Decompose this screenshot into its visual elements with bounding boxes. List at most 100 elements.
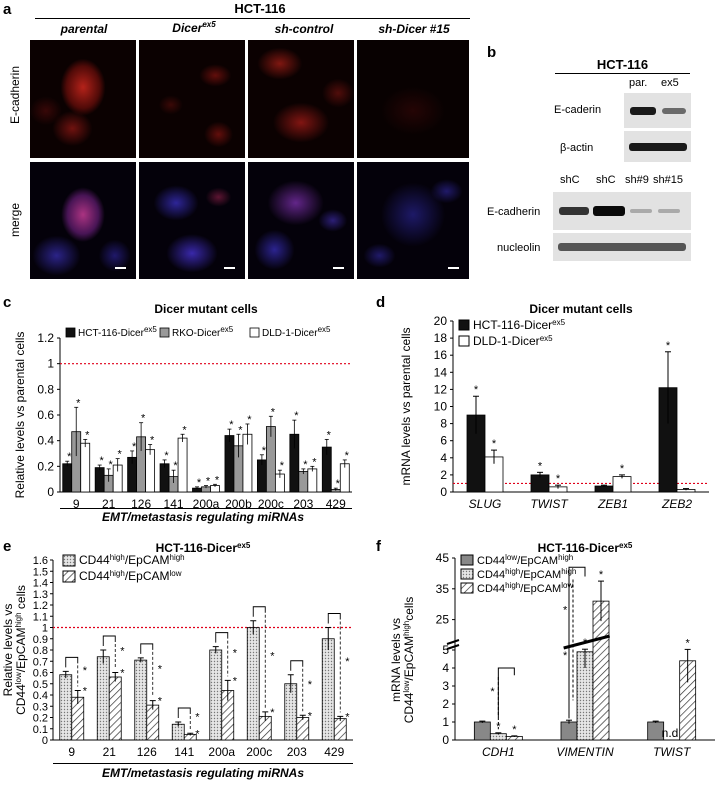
chart-d-bar — [594, 485, 614, 493]
blot-nucleolin — [553, 233, 691, 261]
chart-f-ytick-label: 2 — [442, 697, 449, 711]
panel-f-label: f — [376, 538, 381, 555]
chart-c-ytick-label: 1 — [47, 357, 54, 371]
col-label-sh-dicer15: sh-Dicer #15 — [378, 22, 450, 36]
chart-c-significance: * — [327, 429, 332, 441]
panel-c-label: c — [3, 294, 12, 311]
chart-d-ytick-label: 6 — [440, 434, 447, 448]
chart-f-significance-bracket — [497, 667, 515, 718]
lane-label-shc-2: shC — [596, 174, 616, 186]
chart-c-legend-label: RKO-Dicerex5 — [172, 325, 234, 340]
chart-c-ytick-label: 0 — [47, 485, 54, 499]
blot-ecaderin-top — [624, 93, 691, 128]
chart-c-significance: * — [238, 424, 243, 436]
chart-e-ytick-label: 0.1 — [33, 724, 48, 736]
chart-d-title: Dicer mutant cells — [529, 302, 633, 316]
chart-d-significance: * — [666, 340, 671, 352]
chart-e-xtick-label: 200a — [208, 745, 235, 759]
chart-d-significance: * — [620, 463, 625, 475]
chart-d-significance: * — [474, 384, 479, 396]
chart-c-xtick-label: 9 — [73, 497, 80, 511]
chart-e-significance: * — [345, 711, 350, 723]
chart-e-xtick-label: 429 — [324, 745, 344, 759]
chart-e-ylabel-1: Relative levels vs — [1, 604, 15, 697]
chart-e-significance: * — [120, 645, 125, 657]
chart-c-significance: * — [118, 449, 123, 461]
chart-e-ytick-label: 1.2 — [33, 600, 48, 612]
chart-e-group-rule — [53, 763, 353, 764]
chart-e-significance: * — [270, 650, 275, 662]
chart-c-bar — [62, 463, 73, 493]
chart-f-ylabel-1: mRNA levels vs — [389, 618, 403, 702]
chart-f-xtick-label: CDH1 — [482, 745, 515, 759]
chart-f-ytick-label: 4 — [442, 661, 449, 675]
chart-c-significance: * — [294, 410, 299, 422]
chart-e-ytick-label: 0.2 — [33, 713, 48, 725]
chart-e-significance-bracket — [290, 660, 304, 671]
chart-f: HCT-116-Dicerex5 mRNA levels vs CD44low/Ep… — [375, 540, 722, 785]
chart-d-ytick-label: 0 — [440, 485, 447, 499]
chart-d-xtick-label: ZEB1 — [597, 497, 628, 511]
chart-f-ytick-label: 3 — [442, 679, 449, 693]
panel-b-label: b — [487, 44, 497, 61]
chart-d-ytick-label: 4 — [440, 451, 447, 465]
chart-e-significance: * — [233, 648, 238, 660]
chart-e-ylabel-2: CD44low/EpCAMhigh cells — [14, 585, 29, 715]
chart-e-ytick-label: 0.7 — [33, 656, 48, 668]
chart-d-bar — [612, 476, 632, 493]
scale-bar — [333, 267, 344, 269]
chart-f-ytick-label: 35 — [436, 582, 450, 596]
chart-d-ytick-label: 20 — [434, 314, 448, 328]
chart-f-ylabel-2: CD44low/EpCAMhighcells — [402, 597, 417, 724]
chart-c-ytick-label: 1.2 — [37, 331, 54, 345]
scale-bar — [448, 267, 459, 269]
chart-d-ytick-label: 18 — [434, 331, 448, 345]
chart-e-ytick-label: 1.3 — [33, 589, 48, 601]
chart-e-ytick-label: 1.4 — [33, 578, 48, 590]
band-label-beta-actin: β-actin — [560, 142, 594, 154]
band-label-nucleolin: nucleolin — [497, 242, 541, 254]
chart-c-bar — [145, 449, 156, 493]
chart-e-bar — [96, 656, 110, 741]
chart-c-significance: * — [67, 451, 72, 463]
chart-f-bar — [489, 733, 507, 741]
chart-d-ytick-label: 2 — [440, 468, 447, 482]
chart-e-bar — [246, 627, 260, 741]
chart-e-significance-bracket — [215, 632, 229, 643]
chart-c-significance: * — [262, 445, 267, 457]
chart-c-significance: * — [345, 450, 350, 462]
chart-e-legend-label: CD44high/EpCAMhigh — [79, 553, 185, 568]
chart-e-bar — [146, 704, 160, 741]
panel-b-header-rule — [555, 73, 690, 74]
chart-d-xtick-label: SLUG — [469, 497, 502, 511]
chart-e-xtick-label: 21 — [103, 745, 117, 759]
chart-d-ytick-label: 8 — [440, 417, 447, 431]
chart-e-title: HCT-116-Dicerex5 — [156, 541, 251, 556]
chart-e-ytick-label: 0.8 — [33, 645, 48, 657]
chart-c-legend-label: HCT-116-Dicerex5 — [78, 325, 157, 340]
chart-c-bar — [298, 471, 309, 493]
chart-e-legend-swatch — [62, 554, 76, 567]
chart-e-legend-swatch — [62, 570, 76, 583]
chart-e-bar — [171, 723, 185, 741]
chart-f-ytick-label: 1 — [442, 715, 449, 729]
micrograph-shdicer15-merge — [357, 162, 469, 279]
chart-c-legend-swatch — [65, 327, 76, 338]
chart-d-xtick-label: ZEB2 — [661, 497, 692, 511]
chart-f-axis-break — [446, 644, 460, 650]
chart-e-group-label: EMT/metastasis regulating miRNAs — [101, 766, 305, 780]
panel-a-cell-line: HCT-116 — [234, 1, 286, 16]
chart-d-ytick-label: 10 — [434, 400, 448, 414]
chart-e-ytick-label: 0.5 — [33, 679, 48, 691]
chart-c-significance: * — [280, 460, 285, 472]
chart-e-significance: * — [195, 728, 200, 740]
chart-f-significance: * — [599, 569, 604, 581]
chart-c-significance: * — [215, 474, 220, 486]
chart-c-bar — [159, 463, 170, 493]
chart-c-significance: * — [206, 476, 211, 488]
chart-c-significance: * — [150, 435, 155, 447]
chart-c-significance: * — [173, 460, 178, 472]
row-label-ecadherin: E-cadherin — [8, 65, 22, 125]
chart-c-bar — [307, 468, 318, 493]
chart-f-legend-label: CD44high/EpCAMlow — [477, 581, 573, 596]
